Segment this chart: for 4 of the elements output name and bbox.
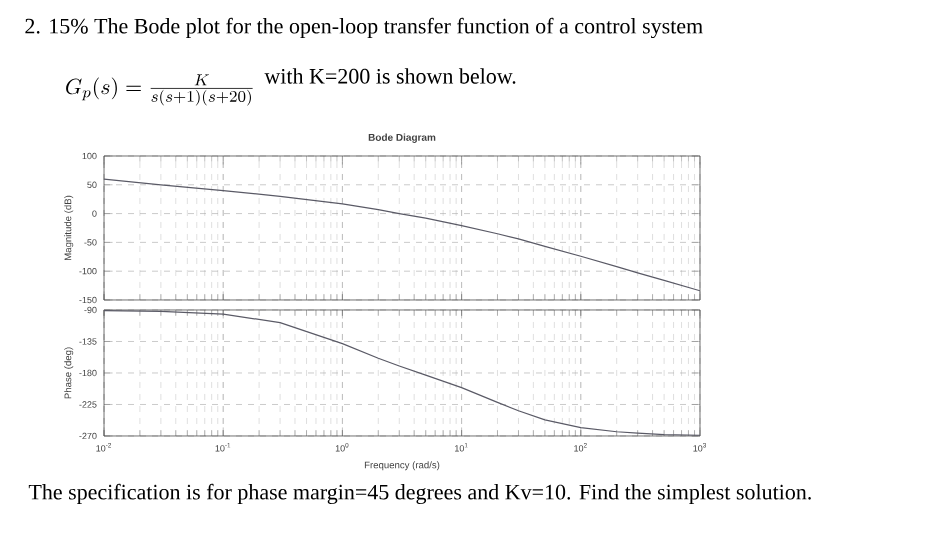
text: 2. 15% The Bode plot for the open-loop transfer function of a control system [25, 17, 703, 39]
text: with K=200 is shown below. [264, 68, 516, 84]
text: The specification is for phase margin=45 degrees and Kv=10. Find the simplest solution. [28, 483, 811, 505]
text: $G_p(s)=\frac{K}{s(s+1)(s+20)}$ [66, 74, 253, 106]
